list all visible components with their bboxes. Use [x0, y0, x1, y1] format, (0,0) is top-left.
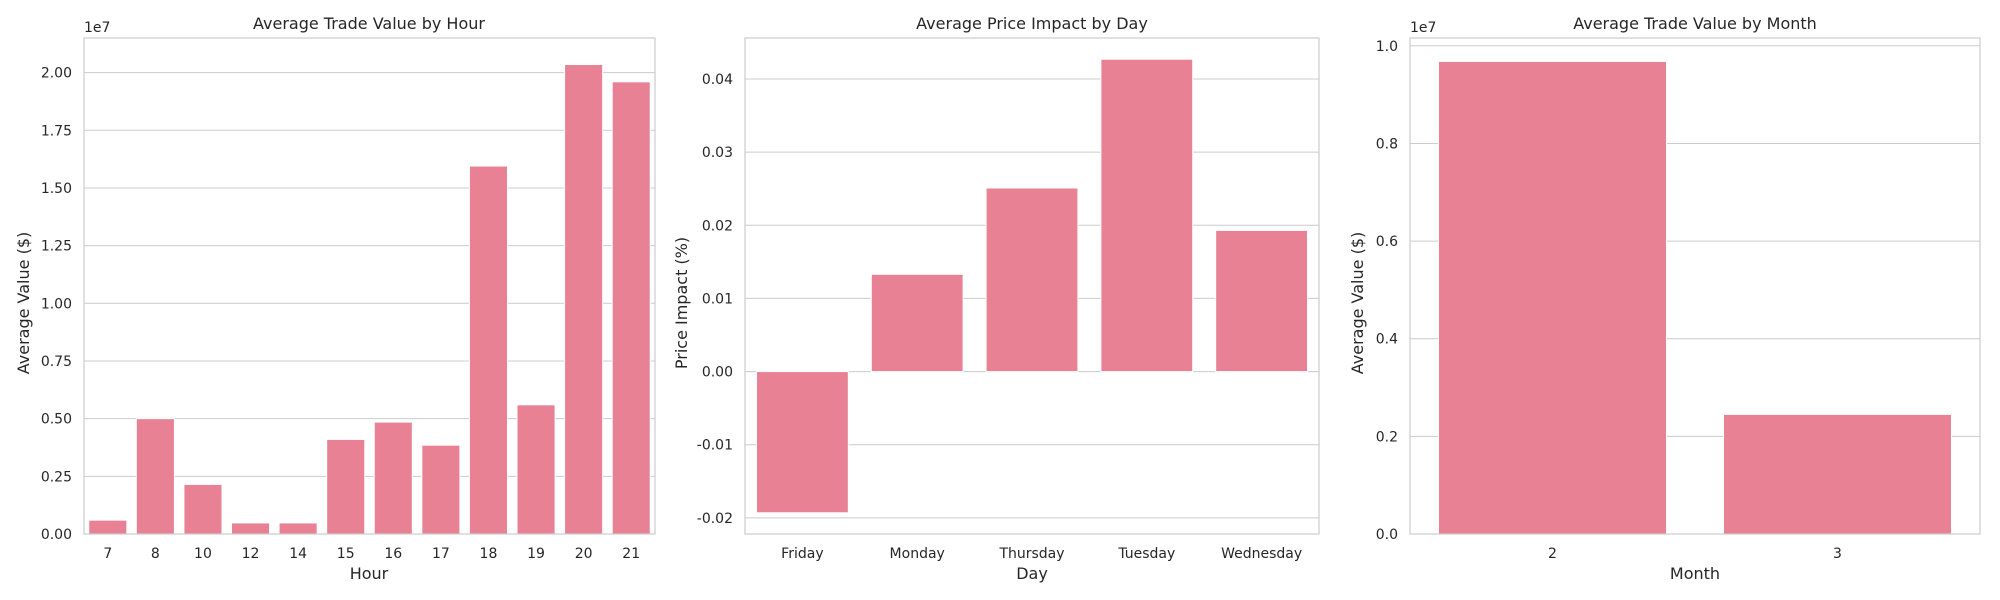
y-tick-label: 1.25 — [41, 239, 72, 255]
bar — [516, 404, 556, 535]
y-tick-label: 0.00 — [41, 527, 72, 543]
y-tick-label: 0.02 — [702, 218, 733, 234]
x-axis-label: Hour — [350, 564, 389, 583]
bar — [421, 444, 461, 535]
y-tick-label: 0.8 — [1376, 136, 1398, 152]
bars — [755, 58, 1309, 514]
bars — [88, 64, 651, 535]
y-tick-label: 2.00 — [41, 66, 72, 82]
bar — [231, 522, 271, 535]
y-tick-label: 0.03 — [702, 145, 733, 161]
bar — [373, 421, 413, 535]
x-tick-label: 15 — [337, 546, 355, 562]
y-axis-label: Average Value ($) — [14, 232, 33, 374]
x-tick-label: 7 — [103, 546, 112, 562]
y-tick-label: 0.0 — [1376, 527, 1398, 543]
y-tick-labels: -0.02 -0.01 0.00 0.01 0.02 0.03 0.04 — [697, 72, 733, 527]
y-tick-label: 1.50 — [41, 181, 72, 197]
y-tick-label: 1.75 — [41, 123, 72, 139]
y-tick-label: -0.01 — [697, 438, 733, 454]
y-tick-label: 0.50 — [41, 412, 72, 428]
plot-frame — [744, 37, 1320, 535]
y-axis-label: Average Value ($) — [1348, 232, 1367, 374]
chart-title: Average Trade Value by Hour — [253, 14, 485, 33]
grid-lines — [84, 72, 655, 535]
x-tick-labels: 7 8 10 12 14 15 16 17 18 19 20 21 — [103, 546, 640, 562]
y-tick-label: 0.00 — [702, 365, 733, 381]
y-offset-label: 1e7 — [1410, 20, 1436, 36]
chart-title: Average Price Impact by Day — [916, 14, 1148, 33]
bar — [611, 81, 651, 535]
x-tick-label: Friday — [781, 546, 823, 562]
y-tick-label: 0.6 — [1376, 234, 1398, 250]
x-tick-label: 20 — [575, 546, 593, 562]
plot-frame — [83, 37, 656, 535]
y-axis-label: Price Impact (%) — [672, 237, 691, 369]
x-tick-label: 2 — [1548, 546, 1557, 562]
y-tick-labels: 0.0 0.2 0.4 0.6 0.8 1.0 — [1376, 39, 1398, 543]
y-tick-label: 0.01 — [702, 291, 733, 307]
bar — [135, 418, 175, 535]
x-tick-labels: Friday Monday Thursday Tuesday Wednesday — [781, 546, 1302, 562]
x-tick-label: Thursday — [998, 546, 1064, 562]
x-tick-label: 17 — [432, 546, 450, 562]
x-axis-label: Month — [1670, 564, 1720, 583]
chart-panel-daily-impact: Average Price Impact by Day Price Impact… — [672, 14, 1320, 583]
bar — [564, 64, 604, 535]
x-tick-label: 18 — [480, 546, 498, 562]
y-tick-label: -0.02 — [697, 511, 733, 527]
x-tick-label: 21 — [622, 546, 640, 562]
bar — [326, 438, 366, 535]
x-tick-label: Monday — [890, 546, 945, 562]
y-offset-label: 1e7 — [84, 20, 110, 36]
bar — [278, 522, 318, 535]
x-axis-label: Day — [1016, 564, 1048, 583]
bar — [1438, 60, 1667, 535]
bars — [1438, 60, 1952, 535]
y-tick-label: 0.4 — [1376, 332, 1398, 348]
y-tick-label: 0.75 — [41, 354, 72, 370]
bar — [183, 483, 223, 535]
y-tick-labels: 0.00 0.25 0.50 0.75 1.00 1.25 1.50 1.75 2.00 — [41, 66, 72, 543]
x-tick-label: 19 — [527, 546, 545, 562]
bar — [870, 273, 964, 373]
x-tick-label: 3 — [1833, 546, 1842, 562]
chart-title: Average Trade Value by Month — [1573, 14, 1817, 33]
x-tick-label: 14 — [289, 546, 307, 562]
y-tick-label: 0.25 — [41, 469, 72, 485]
bar — [1100, 58, 1194, 373]
bar — [468, 165, 508, 535]
x-tick-label: Tuesday — [1117, 546, 1175, 562]
x-tick-label: Wednesday — [1221, 546, 1302, 562]
x-tick-label: 12 — [242, 546, 260, 562]
y-tick-label: 1.0 — [1376, 39, 1398, 55]
bar — [88, 519, 128, 535]
x-tick-label: 8 — [151, 546, 160, 562]
bar — [985, 187, 1079, 373]
bar — [1215, 229, 1309, 373]
chart-panel-monthly-value: Average Trade Value by Month 1e7 Average… — [1348, 14, 1981, 583]
chart-panel-hourly-value: Average Trade Value by Hour 1e7 Average … — [14, 14, 656, 583]
x-tick-label: 10 — [194, 546, 212, 562]
y-tick-label: 0.2 — [1376, 429, 1398, 445]
bar — [1723, 413, 1952, 535]
plot-frame — [1409, 37, 1981, 535]
x-tick-label: 16 — [384, 546, 402, 562]
bar — [755, 371, 849, 514]
y-tick-label: 0.04 — [702, 72, 733, 88]
y-tick-label: 1.00 — [41, 296, 72, 312]
